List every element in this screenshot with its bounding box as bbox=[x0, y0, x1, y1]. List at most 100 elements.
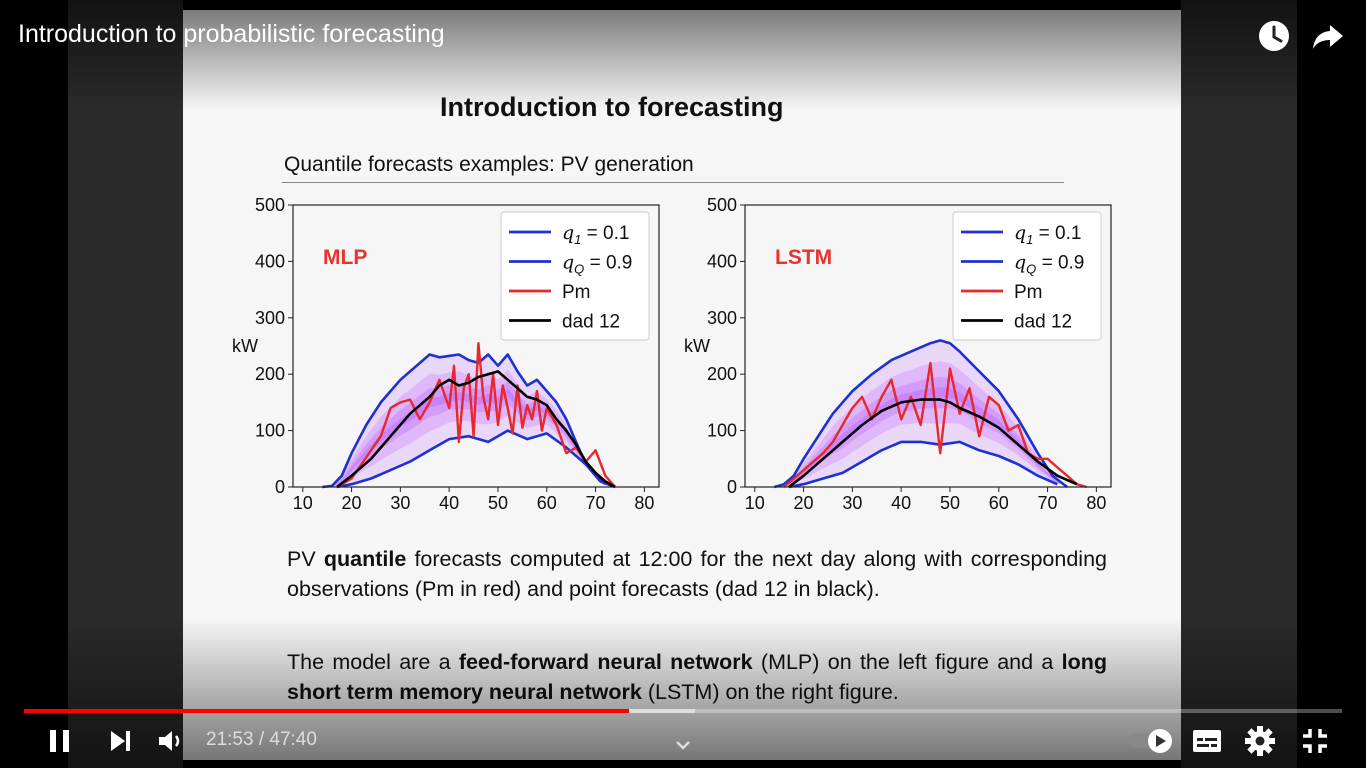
autoplay-toggle[interactable] bbox=[1126, 722, 1174, 760]
paragraph-quantile: PV quantile forecasts computed at 12:00 … bbox=[287, 545, 1107, 604]
body-text: (LSTM) on the right figure. bbox=[641, 679, 899, 704]
quantile-band bbox=[774, 340, 1068, 487]
y-axis-label: kW bbox=[232, 336, 258, 356]
quantile-band bbox=[322, 369, 616, 487]
model-label: LSTM bbox=[775, 246, 832, 269]
share-arrow-icon[interactable] bbox=[1310, 18, 1346, 54]
legend-entry: dad 12 bbox=[562, 312, 620, 333]
x-tick-label: 10 bbox=[293, 493, 313, 513]
clock-icon[interactable] bbox=[1256, 18, 1292, 54]
legend-entry: Pm bbox=[1014, 282, 1043, 303]
legend-math: q bbox=[1014, 222, 1026, 244]
progress-bar[interactable] bbox=[24, 709, 1342, 713]
subtitles-button[interactable] bbox=[1191, 722, 1223, 760]
chart-mlp: 10 20 30 40 50 60 70 80 0 100 200 300 400 500 kW MLP q1 … bbox=[223, 192, 673, 537]
body-text: forecasts computed at 12:00 for the next… bbox=[287, 547, 1107, 601]
series-line-dad12 bbox=[788, 398, 1078, 489]
y-tick-label: 300 bbox=[707, 308, 737, 328]
x-tick-label: 80 bbox=[634, 493, 654, 513]
time-display: 21:53 / 47:40 bbox=[206, 729, 317, 751]
chart-lstm: 10 20 30 40 50 60 70 80 0 100 200 300 400 500 kW LSTM q1… bbox=[675, 192, 1125, 537]
video-title[interactable]: Introduction to probabilistic forecastin… bbox=[18, 20, 445, 48]
legend-entry: qQ = 0.9 bbox=[1014, 252, 1084, 277]
volume-icon bbox=[159, 731, 180, 751]
legend-subscript: Q bbox=[574, 262, 584, 277]
plot-frame bbox=[744, 204, 1112, 488]
next-button[interactable] bbox=[106, 722, 136, 760]
current-time: 21:53 bbox=[206, 729, 254, 750]
y-tick-label: 200 bbox=[255, 364, 285, 384]
series-line-q1 bbox=[788, 440, 1058, 489]
x-tick-label: 60 bbox=[537, 493, 557, 513]
x-tick-label: 40 bbox=[891, 493, 911, 513]
y-tick-label: 100 bbox=[255, 421, 285, 441]
slide-subheading: Quantile forecasts examples: PV generati… bbox=[284, 153, 694, 176]
chart-lstm-svg: 10 20 30 40 50 60 70 80 0 100 200 300 400 500 kW LSTM q1… bbox=[684, 195, 1112, 513]
legend-entry: q1 = 0.1 bbox=[1014, 222, 1081, 247]
plot-frame bbox=[292, 204, 660, 488]
x-tick-label: 80 bbox=[1086, 493, 1106, 513]
exit-fullscreen-icon bbox=[1303, 729, 1327, 753]
duration: 47:40 bbox=[269, 729, 317, 750]
progress-played bbox=[24, 709, 629, 713]
legend-value: = 0.9 bbox=[1036, 253, 1084, 274]
y-tick-label: 0 bbox=[727, 477, 737, 497]
y-axis-label: kW bbox=[684, 336, 710, 356]
series-line-q1 bbox=[336, 429, 607, 489]
y-tick-label: 0 bbox=[275, 477, 285, 497]
x-tick-label: 30 bbox=[842, 493, 862, 513]
quantile-band bbox=[322, 381, 616, 487]
time-separator: / bbox=[253, 729, 270, 750]
legend-box bbox=[952, 211, 1102, 341]
x-tick-label: 70 bbox=[586, 493, 606, 513]
volume-button[interactable] bbox=[155, 722, 187, 760]
y-tick-label: 400 bbox=[255, 251, 285, 271]
legend-entry: Pm bbox=[562, 282, 591, 303]
x-tick-label: 50 bbox=[488, 493, 508, 513]
legend-math: q bbox=[562, 252, 574, 274]
legend-subscript: Q bbox=[1026, 262, 1036, 277]
legend-entry: q1 = 0.1 bbox=[562, 222, 629, 247]
pause-icon bbox=[50, 730, 69, 752]
slide-frame: Introduction to forecasting Quantile for… bbox=[183, 10, 1181, 760]
body-text: (MLP) on the left figure and a bbox=[752, 650, 1062, 674]
pause-button[interactable] bbox=[44, 722, 76, 760]
slide-heading: Introduction to forecasting bbox=[440, 92, 784, 122]
x-tick-label: 30 bbox=[390, 493, 410, 513]
emphasis-text: feed-forward neural network bbox=[458, 650, 753, 674]
legend-subscript: 1 bbox=[1026, 232, 1033, 247]
y-tick-label: 300 bbox=[255, 308, 285, 328]
y-tick-label: 500 bbox=[707, 195, 737, 215]
chevron-down-icon bbox=[676, 741, 690, 750]
skip-next-icon bbox=[111, 731, 130, 751]
y-tick-label: 100 bbox=[707, 421, 737, 441]
series-line-qQ bbox=[773, 339, 1068, 489]
legend-value: = 0.9 bbox=[584, 253, 632, 274]
x-tick-label: 20 bbox=[794, 493, 814, 513]
body-text: The model are a bbox=[287, 650, 459, 674]
exit-fullscreen-button[interactable] bbox=[1300, 722, 1330, 760]
paragraph-models: The model are a feed-forward neural netw… bbox=[287, 648, 1107, 707]
settings-button[interactable] bbox=[1244, 722, 1276, 760]
letterbox-right bbox=[1181, 0, 1297, 768]
y-tick-label: 200 bbox=[707, 364, 737, 384]
body-text: PV bbox=[287, 547, 324, 571]
quantile-band bbox=[322, 354, 616, 487]
legend-math: q bbox=[562, 222, 574, 244]
x-tick-label: 70 bbox=[1038, 493, 1058, 513]
subtitles-icon bbox=[1193, 730, 1221, 752]
legend-subscript: 1 bbox=[574, 232, 581, 247]
chapters-button[interactable] bbox=[672, 726, 694, 764]
series-line-qQ bbox=[322, 353, 616, 489]
x-tick-label: 50 bbox=[940, 493, 960, 513]
letterbox-left bbox=[68, 0, 183, 768]
legend-entry: dad 12 bbox=[1014, 312, 1072, 333]
legend-math: q bbox=[1014, 252, 1026, 274]
x-tick-label: 20 bbox=[342, 493, 362, 513]
x-tick-label: 40 bbox=[439, 493, 459, 513]
legend-value: = 0.1 bbox=[581, 223, 629, 244]
legend-value: = 0.1 bbox=[1033, 223, 1081, 244]
chart-mlp-svg: 10 20 30 40 50 60 70 80 0 100 200 300 400 500 kW MLP q1 … bbox=[232, 195, 660, 513]
